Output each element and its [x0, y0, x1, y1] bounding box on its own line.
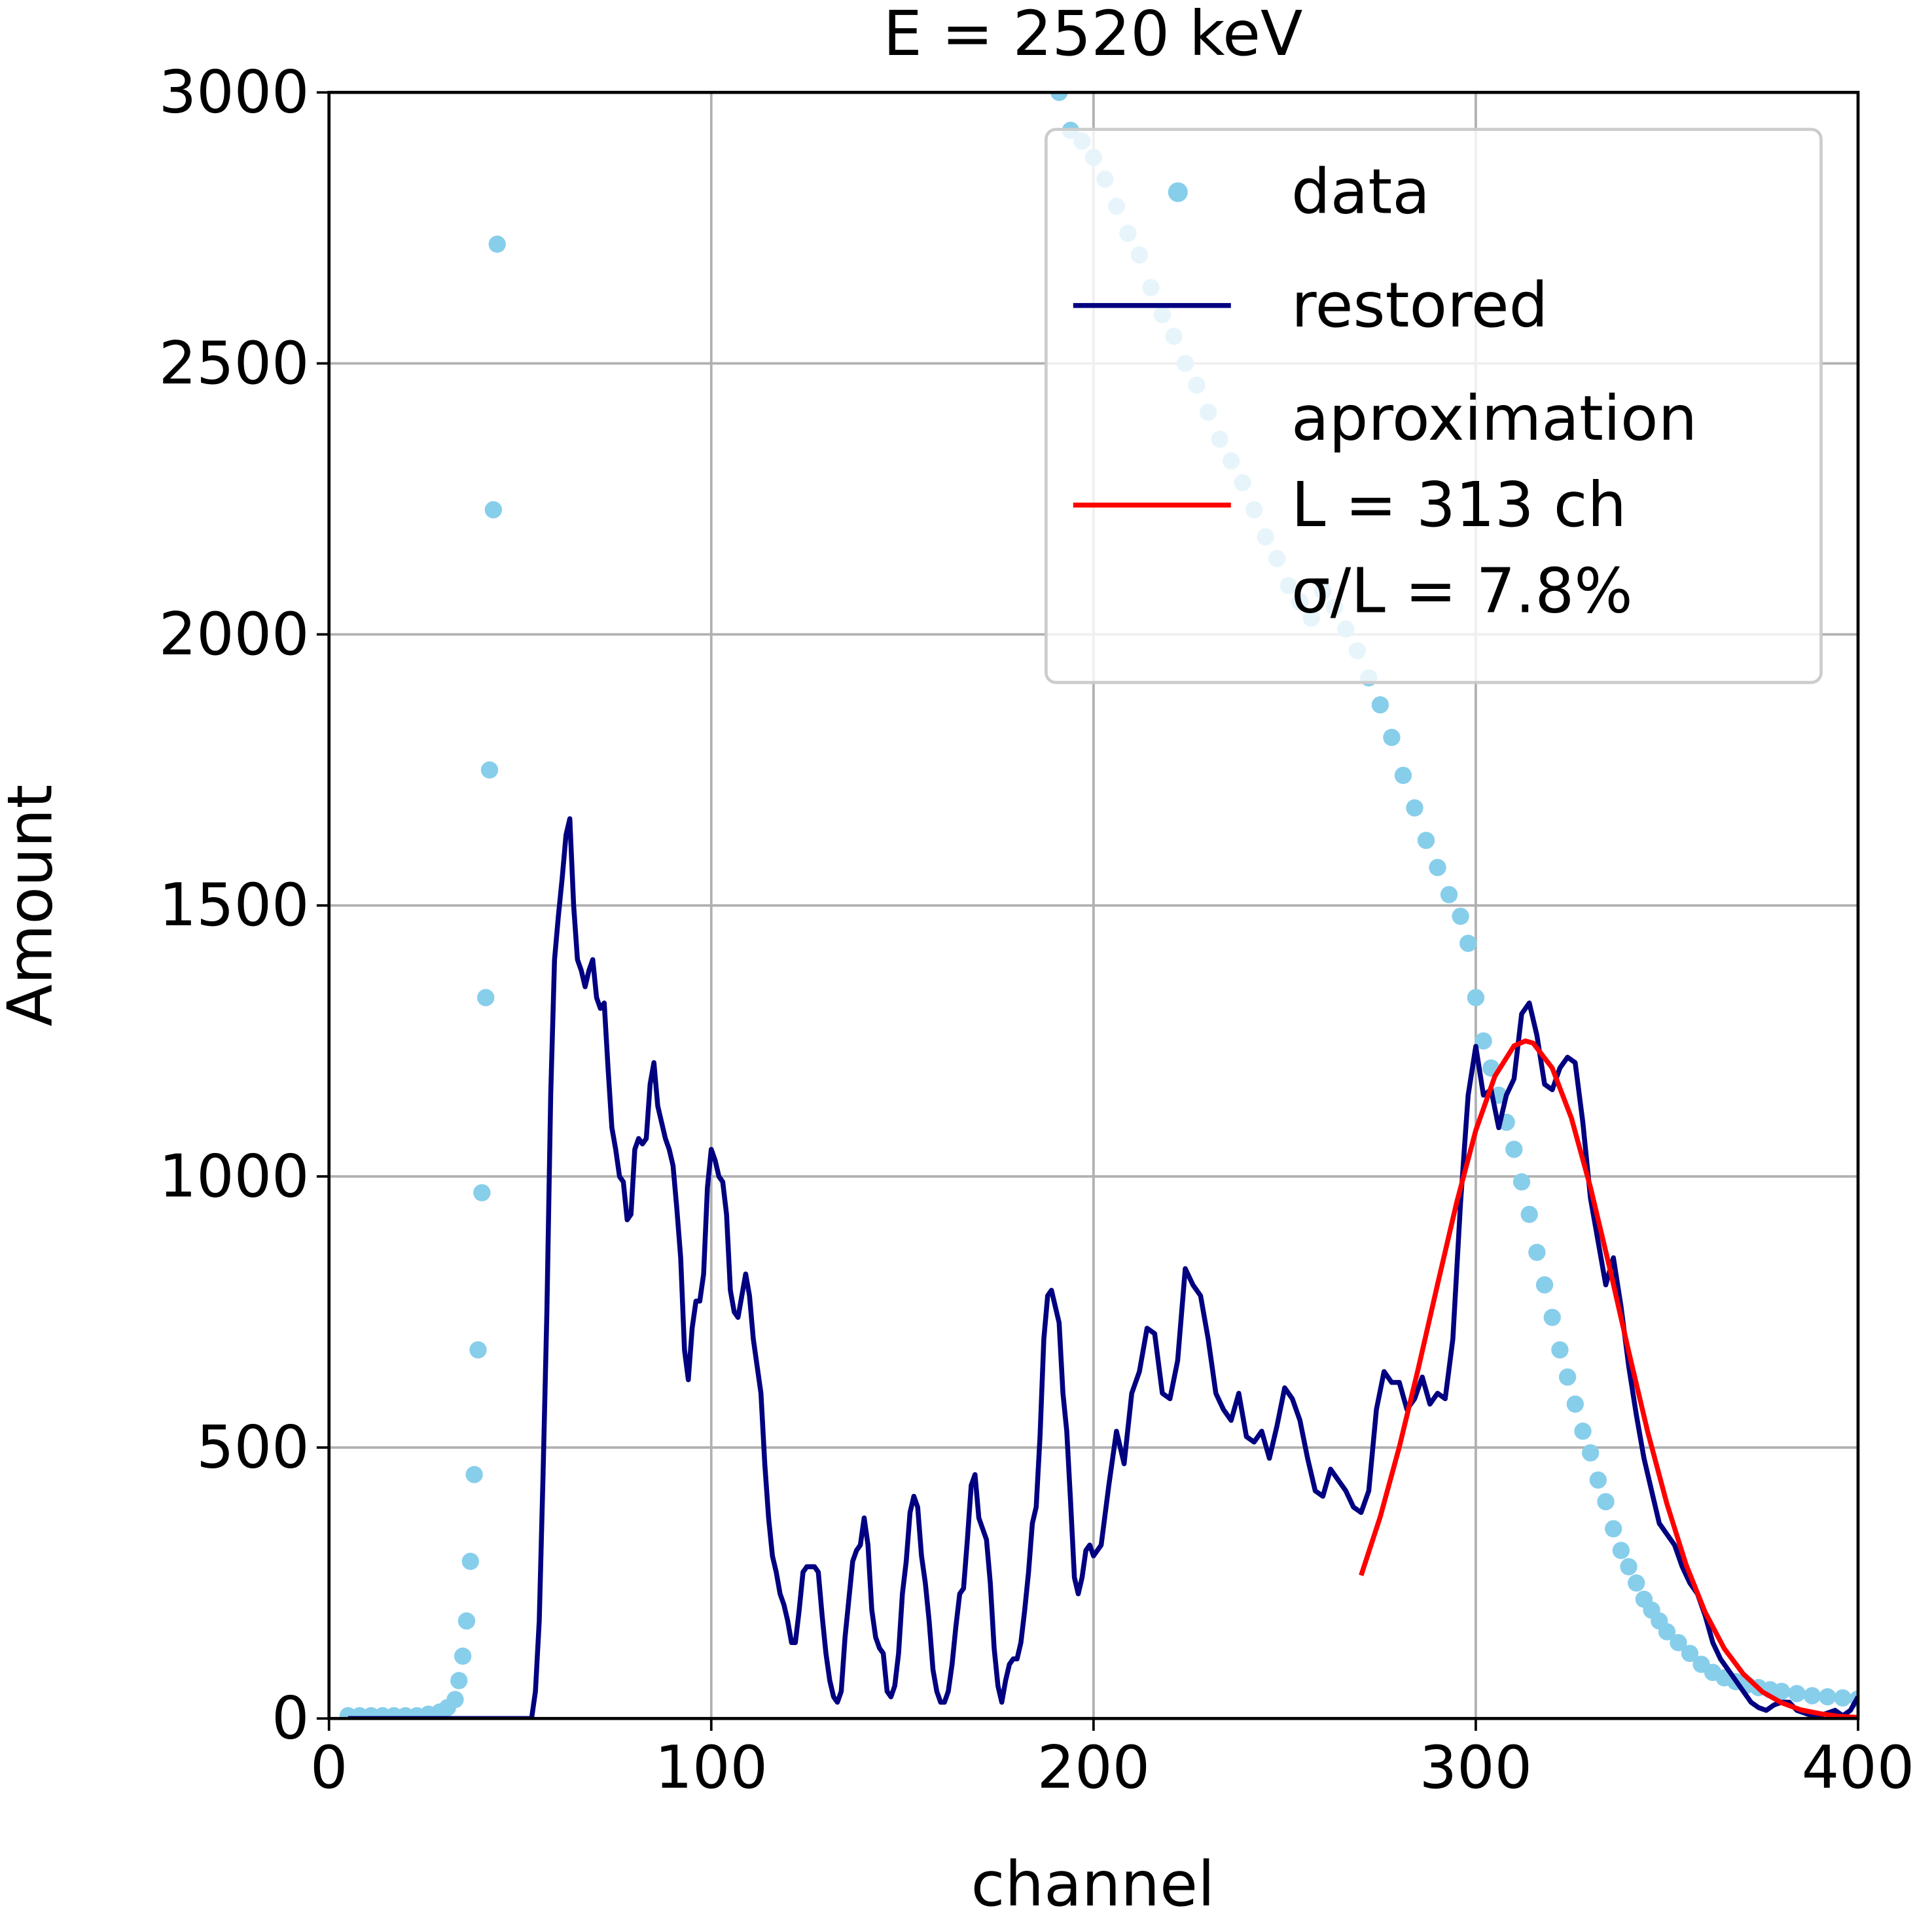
data-point	[1558, 1368, 1577, 1386]
data-point	[1383, 728, 1401, 747]
data-point	[454, 1647, 472, 1665]
data-point	[488, 235, 506, 253]
data-point	[1452, 908, 1469, 925]
data-point	[1459, 934, 1477, 952]
data-point	[1512, 1173, 1531, 1191]
data-point	[1581, 1444, 1600, 1462]
data-point	[457, 1612, 476, 1630]
data-point	[1535, 1276, 1554, 1294]
data-point	[484, 501, 503, 519]
series-line	[1359, 1038, 1859, 1719]
data-point	[461, 1552, 479, 1570]
data-point	[1597, 1493, 1615, 1511]
data-point	[1670, 1634, 1687, 1652]
x-tick-label: 400	[1802, 1733, 1914, 1802]
data-point	[1475, 1032, 1492, 1050]
y-tick-label: 0	[272, 1684, 310, 1753]
data-point	[465, 1466, 483, 1483]
data-point	[1520, 1205, 1538, 1224]
x-axis-label: channel	[971, 1849, 1215, 1921]
data-point	[469, 1341, 487, 1359]
data-point	[473, 1184, 491, 1201]
x-tick-label: 200	[1037, 1733, 1150, 1802]
legend-label: restored	[1291, 270, 1548, 341]
data-point	[1371, 696, 1389, 714]
data-point	[1788, 1684, 1806, 1703]
y-tick-label: 3000	[159, 58, 310, 127]
data-point	[1429, 859, 1446, 876]
y-axis-label: Amount	[0, 785, 67, 1027]
x-tick-label: 0	[310, 1733, 348, 1802]
legend-marker	[1168, 182, 1188, 202]
data-point	[1406, 799, 1423, 817]
data-point	[1628, 1574, 1645, 1592]
data-point	[1440, 885, 1458, 904]
data-point	[1819, 1688, 1836, 1706]
data-point	[1620, 1558, 1637, 1576]
legend-box	[1045, 128, 1823, 684]
data-point	[446, 1691, 464, 1709]
data-point	[476, 989, 495, 1006]
y-tick-label: 1500	[159, 871, 310, 940]
data-point	[1574, 1423, 1592, 1440]
x-tick-label: 300	[1420, 1733, 1532, 1802]
data-point	[1528, 1243, 1546, 1262]
data-point	[1658, 1623, 1676, 1640]
legend-label: aproximation L = 313 ch σ/L = 7.8%	[1291, 383, 1697, 628]
data-point	[1566, 1395, 1584, 1413]
data-point	[450, 1672, 468, 1690]
data-point	[1467, 989, 1485, 1006]
data-point	[1834, 1689, 1851, 1707]
data-point	[480, 761, 499, 779]
y-tick-label: 2000	[159, 600, 310, 669]
data-point	[1612, 1542, 1630, 1559]
data-point	[1394, 766, 1412, 785]
data-point	[1681, 1644, 1699, 1663]
data-point	[1417, 832, 1435, 849]
legend-label: data	[1291, 156, 1430, 228]
chart-title: E = 2520 keV	[883, 0, 1302, 70]
data-point	[1589, 1471, 1607, 1489]
data-point	[1605, 1520, 1622, 1538]
series-line	[348, 816, 1859, 1719]
y-tick-label: 2500	[159, 329, 310, 398]
data-point	[1803, 1687, 1821, 1705]
x-tick-label: 100	[655, 1733, 768, 1802]
data-point	[1050, 92, 1068, 101]
y-tick-label: 500	[196, 1413, 309, 1482]
y-tick-label: 1000	[159, 1142, 310, 1211]
data-point	[1543, 1309, 1561, 1326]
data-point	[1773, 1682, 1791, 1701]
data-point	[1505, 1141, 1523, 1158]
data-point	[1551, 1341, 1569, 1359]
